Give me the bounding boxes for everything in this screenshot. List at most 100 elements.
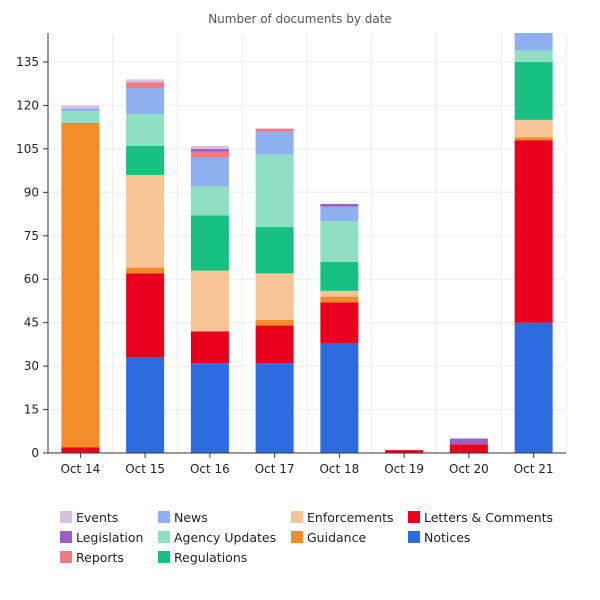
bar-segment bbox=[190, 215, 229, 271]
legend-label: Legislation bbox=[76, 529, 144, 545]
y-tick-label: 75 bbox=[24, 229, 39, 243]
bar-segment bbox=[126, 267, 165, 274]
legend-swatch bbox=[158, 531, 170, 543]
bar-segment bbox=[449, 438, 488, 445]
bar-segment bbox=[61, 108, 100, 112]
bar-segment bbox=[320, 342, 359, 453]
legend-label: Regulations bbox=[174, 549, 248, 565]
y-tick-label: 105 bbox=[16, 142, 39, 156]
bar-segment bbox=[255, 131, 294, 155]
bar-segment bbox=[190, 157, 229, 187]
bar-segment bbox=[126, 79, 165, 83]
bar-segment bbox=[126, 82, 165, 89]
bar-segment bbox=[126, 88, 165, 115]
bar-segment bbox=[514, 61, 553, 120]
bar-segment bbox=[320, 290, 359, 297]
legend-swatch bbox=[158, 511, 170, 523]
bar-segment bbox=[190, 186, 229, 216]
bar-segment bbox=[255, 128, 294, 132]
bar-segment bbox=[255, 273, 294, 320]
bar-segment bbox=[190, 331, 229, 364]
legend-item: Agency Updates bbox=[158, 529, 291, 545]
legend-swatch bbox=[158, 551, 170, 563]
bar-segment bbox=[320, 221, 359, 262]
bar-segment bbox=[449, 444, 488, 453]
legend-label: Reports bbox=[76, 549, 124, 565]
x-tick-label: Oct 16 bbox=[190, 462, 230, 476]
y-tick-label: 0 bbox=[31, 446, 39, 460]
legend-item: Reports bbox=[60, 549, 158, 565]
bar-segment bbox=[61, 111, 100, 123]
bar-segment bbox=[255, 227, 294, 274]
legend-swatch bbox=[60, 531, 72, 543]
bar-segment bbox=[255, 319, 294, 326]
chart-legend: Events News Enforcements Letters & Comments… bbox=[60, 509, 580, 565]
bar-segment bbox=[61, 105, 100, 109]
legend-swatch bbox=[60, 511, 72, 523]
legend-item: Letters & Comments bbox=[408, 509, 568, 525]
legend-label: Notices bbox=[424, 529, 471, 545]
x-tick-label: Oct 15 bbox=[125, 462, 165, 476]
y-tick-label: 135 bbox=[16, 55, 39, 69]
bar-segment bbox=[514, 137, 553, 141]
bar-segment bbox=[190, 363, 229, 453]
x-tick-label: Oct 14 bbox=[60, 462, 100, 476]
bar-segment bbox=[190, 145, 229, 149]
chart-plot: 0 15 30 45 60 75 90 105 120 135 Oct 14 Oct 15 Oct 16… bbox=[16, 33, 567, 476]
bar-segment bbox=[61, 447, 100, 453]
y-tick-label: 30 bbox=[24, 359, 39, 373]
bar-segment bbox=[514, 33, 553, 51]
legend-item: Notices bbox=[408, 529, 568, 545]
bar-segment bbox=[514, 322, 553, 453]
legend-label: Agency Updates bbox=[174, 529, 277, 545]
chart-title: Number of documents by date bbox=[208, 12, 392, 26]
bar-segment bbox=[190, 151, 229, 158]
y-tick-label: 15 bbox=[24, 403, 39, 417]
bar-segment bbox=[126, 114, 165, 146]
bar-segment bbox=[514, 119, 553, 138]
x-tick-label: Oct 17 bbox=[255, 462, 295, 476]
bar-segment bbox=[190, 148, 229, 152]
bar-segment bbox=[126, 273, 165, 358]
legend-item: Enforcements bbox=[291, 509, 408, 525]
bar-segment bbox=[320, 261, 359, 291]
bar-segment bbox=[255, 325, 294, 364]
legend-item: Regulations bbox=[158, 549, 291, 565]
x-tick-label: Oct 18 bbox=[319, 462, 359, 476]
bar-segment bbox=[255, 363, 294, 453]
bar-segment bbox=[320, 296, 359, 303]
legend-label: Events bbox=[76, 509, 119, 525]
legend-item: Events bbox=[60, 509, 158, 525]
bar-segment bbox=[190, 270, 229, 332]
y-tick-label: 120 bbox=[16, 98, 39, 112]
legend-swatch bbox=[291, 531, 303, 543]
legend-item: Legislation bbox=[60, 529, 158, 545]
legend-swatch bbox=[60, 551, 72, 563]
bar-segment bbox=[61, 122, 100, 448]
x-tick-label: Oct 19 bbox=[384, 462, 424, 476]
x-tick-label: Oct 21 bbox=[514, 462, 554, 476]
bar-segment bbox=[320, 302, 359, 343]
bar-segment bbox=[320, 203, 359, 207]
legend-label: Guidance bbox=[307, 529, 367, 545]
legend-swatch bbox=[291, 511, 303, 523]
x-tick-label: Oct 20 bbox=[449, 462, 489, 476]
legend-swatch bbox=[408, 511, 420, 523]
bar-segment bbox=[514, 140, 553, 323]
legend-label: News bbox=[174, 509, 208, 525]
legend-label: Enforcements bbox=[307, 509, 394, 525]
y-tick-label: 60 bbox=[24, 272, 39, 286]
y-tick-label: 90 bbox=[24, 185, 39, 199]
legend-swatch bbox=[408, 531, 420, 543]
bar-segment bbox=[514, 50, 553, 62]
bar-segment bbox=[385, 450, 424, 453]
bar-segment bbox=[126, 145, 165, 175]
legend-item: News bbox=[158, 509, 291, 525]
y-tick-label: 45 bbox=[24, 316, 39, 330]
legend-label: Letters & Comments bbox=[424, 509, 554, 525]
bar-segment bbox=[126, 174, 165, 268]
legend-item: Guidance bbox=[291, 529, 408, 545]
bar-segment bbox=[320, 206, 359, 222]
bar-segment bbox=[126, 357, 165, 453]
